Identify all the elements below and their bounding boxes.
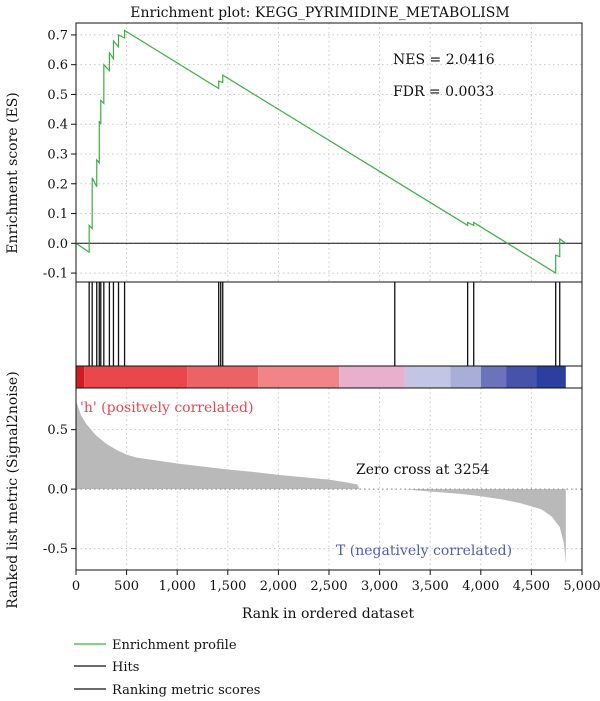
enrichment-ytick-label: 0.3: [47, 147, 68, 162]
zero-cross-label: Zero cross at 3254: [356, 462, 490, 478]
x-tick-label: 3,000: [361, 579, 398, 594]
x-tick-label: 5,000: [563, 579, 600, 594]
metric-ytick-label: -0.5: [43, 542, 68, 557]
colorbar-segment: [187, 366, 259, 388]
metric-ytick-label: 0.5: [47, 423, 68, 438]
fdr-annotation: FDR = 0.0033: [393, 84, 494, 100]
colorbar-segment: [404, 366, 451, 388]
y-axis-label-enrichment: Enrichment score (ES): [5, 92, 21, 254]
colorbar-segment: [84, 366, 188, 388]
chart-title: Enrichment plot: KEGG_PYRIMIDINE_METABOL…: [130, 5, 509, 21]
enrichment-ytick-label: 0.1: [47, 207, 68, 222]
metric-ytick-label: 0.0: [47, 483, 68, 498]
colorbar-segment: [339, 366, 405, 388]
colorbar-segment: [258, 366, 340, 388]
enrichment-ytick-label: 0.2: [47, 177, 68, 192]
positive-correlation-label: 'h' (positvely correlated): [80, 400, 253, 416]
negative-correlation-label: T (negatively correlated): [336, 543, 512, 559]
x-tick-label: 0: [72, 579, 80, 594]
x-tick-label: 1,500: [209, 579, 246, 594]
hits-panel: [75, 281, 583, 367]
enrichment-ytick-label: 0.5: [47, 88, 68, 103]
enrichment-ytick-label: -0.1: [43, 267, 68, 282]
colorbar-segment: [536, 366, 566, 388]
legend: Enrichment profile Hits Ranking metric s…: [74, 638, 260, 698]
x-tick-label: 3,500: [412, 579, 449, 594]
enrichment-ytick-label: 0.0: [47, 237, 68, 252]
legend-label-hits: Hits: [112, 660, 139, 675]
ranking-metric-area: [76, 401, 566, 563]
legend-label-enrichment-profile: Enrichment profile: [112, 638, 237, 653]
legend-label-ranking-metric: Ranking metric scores: [112, 683, 260, 698]
x-tick-label: 4,500: [513, 579, 550, 594]
ranked-metric-panel: -0.5 0.0 0.5 0 500 1,000 1,500 2,000 2,500 3,000 3…: [43, 387, 600, 594]
nes-annotation: NES = 2.0416: [393, 52, 495, 68]
x-tick-label: 2,000: [260, 579, 297, 594]
enrichment-ytick-label: 0.6: [47, 58, 68, 73]
enrichment-profile-line: [75, 29, 567, 275]
colorbar-segment: [450, 366, 481, 388]
x-tick-label: 500: [114, 579, 139, 594]
x-tick-label: 4,000: [462, 579, 499, 594]
colorbar-segment: [480, 366, 507, 388]
x-tick-label: 1,000: [159, 579, 196, 594]
enrichment-ytick-label: 0.7: [47, 28, 68, 43]
x-tick-label: 2,500: [310, 579, 347, 594]
colorbar-segment: [506, 366, 537, 388]
y-axis-label-metric: Ranked list metric (Signal2noise): [5, 371, 21, 608]
colorbar-segment: [76, 366, 85, 388]
enrichment-ytick-label: 0.4: [47, 118, 68, 133]
metric-frame: [75, 387, 583, 571]
hits-frame: [75, 281, 583, 367]
x-axis-label: Rank in ordered dataset: [242, 606, 415, 622]
ranking-colorbar: [75, 365, 583, 389]
enrichment-panel: -0.1 0.0 0.1 0.2 0.3 0.4 0.5 0.6 0.7: [43, 22, 583, 283]
